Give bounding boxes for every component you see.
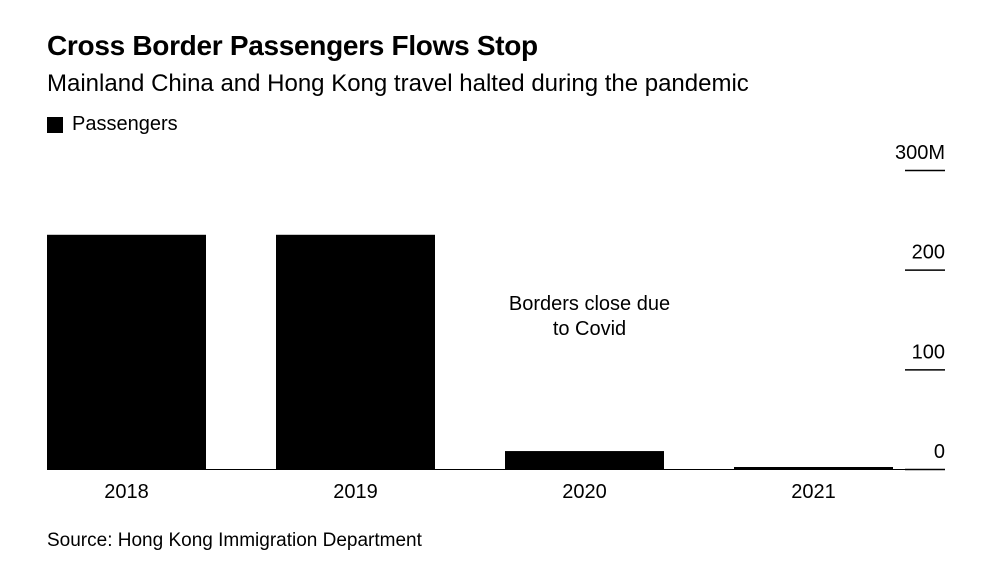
legend-label: Passengers <box>72 113 178 135</box>
y-tick-label: 300M <box>895 142 945 164</box>
y-tick-label: 0 <box>934 441 945 463</box>
bar-2020 <box>505 451 664 469</box>
y-tick-label: 200 <box>912 242 945 264</box>
source-note: Source: Hong Kong Immigration Department <box>47 530 422 551</box>
chart-title: Cross Border Passengers Flows Stop <box>47 30 538 61</box>
annotation-text: to Covid <box>553 318 626 340</box>
legend: Passengers <box>47 113 178 136</box>
bar-2018 <box>47 234 206 469</box>
legend-swatch <box>47 116 63 133</box>
x-tick-label: 2021 <box>791 481 836 503</box>
y-tick-label: 100 <box>912 341 945 363</box>
annotation-text: Borders close due <box>509 293 670 315</box>
bar-2019 <box>276 234 435 469</box>
x-tick-label: 2020 <box>562 481 607 503</box>
x-tick-label: 2019 <box>333 481 378 503</box>
chart-subtitle: Mainland China and Hong Kong travel halt… <box>47 70 749 97</box>
x-tick-label: 2018 <box>104 481 149 503</box>
bar-2021 <box>734 467 893 469</box>
